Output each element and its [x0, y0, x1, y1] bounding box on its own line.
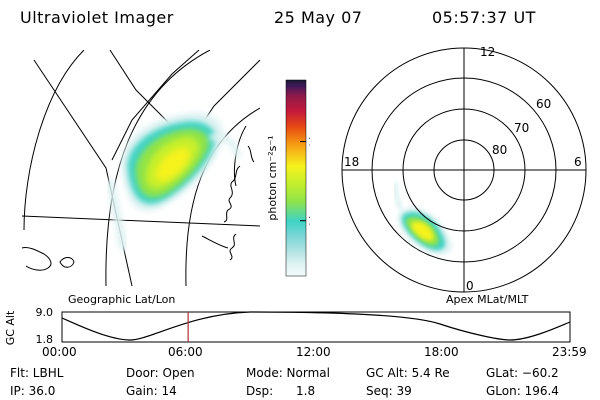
aurora-emission: [106, 112, 241, 251]
glat-status: GLat: −60.2: [486, 366, 559, 380]
polar-label-noon: 12: [480, 45, 495, 59]
altitude-tick-00: 00:00: [42, 345, 77, 359]
colorbar-unit-label: photon cm⁻²s⁻¹: [266, 135, 279, 220]
altitude-panel: GC Alt 9.0 1.8: [4, 306, 571, 346]
polar-label-dawn: 6: [574, 155, 582, 169]
color-scale-bar: 100 10 photon cm⁻²s⁻¹: [266, 79, 310, 277]
altitude-max-label: 9.0: [36, 306, 54, 319]
altitude-tick-18: 18:00: [424, 345, 459, 359]
altitude-axis-label: GC Alt: [4, 310, 17, 345]
altitude-min-label: 1.8: [36, 333, 54, 346]
door-status: Door: Open: [126, 366, 195, 380]
glon-status: GLon: 196.4: [486, 384, 559, 398]
altitude-tick-2359: 23:59: [552, 345, 587, 359]
colorbar-tick-label: 100: [308, 136, 310, 149]
colorbar-ticks: 100 10: [300, 136, 310, 228]
polar-lat-60: 60: [536, 97, 551, 111]
polar-lat-70: 70: [514, 121, 529, 135]
filter-status: Flt: LBHL: [10, 366, 64, 380]
ip-status: IP: 36.0: [10, 384, 56, 398]
date-label: 25 May 07: [274, 8, 363, 27]
polar-lat-80: 80: [492, 143, 507, 157]
polar-plot: 12 18 6 0 60 70 80: [341, 45, 587, 293]
geographic-image: [21, 50, 260, 286]
geographic-caption: Geographic Lat/Lon: [68, 293, 176, 306]
dsp-label: Dsp:: [246, 384, 274, 398]
dsp-value: 1.8: [296, 384, 316, 398]
color-gradient: [285, 79, 307, 277]
gc-alt-status: GC Alt: 5.4 Re: [366, 366, 450, 380]
time-label: 05:57:37 UT: [432, 8, 536, 27]
colorbar-tick-label: 10: [308, 215, 310, 228]
polar-label-dusk: 18: [344, 155, 359, 169]
altitude-frame: [61, 311, 571, 343]
gain-status: Gain: 14: [126, 384, 177, 398]
polar-aurora: [393, 181, 452, 255]
coastlines: [21, 145, 255, 271]
altitude-tick-06: 06:00: [168, 345, 203, 359]
altitude-tick-12: 12:00: [296, 345, 331, 359]
seq-status: Seq: 39: [366, 384, 412, 398]
imager-title: Ultraviolet Imager: [20, 8, 174, 27]
polar-label-midnight: 0: [466, 279, 474, 293]
mode-status: Mode: Normal: [246, 366, 330, 380]
polar-caption: Apex MLat/MLT: [446, 293, 529, 306]
altitude-curve: [61, 311, 571, 341]
polar-grid: [341, 47, 587, 293]
